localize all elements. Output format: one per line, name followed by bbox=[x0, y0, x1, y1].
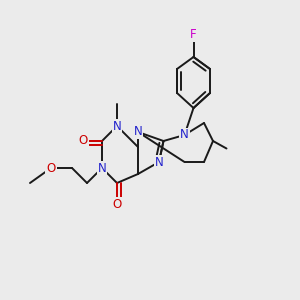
Text: N: N bbox=[112, 119, 122, 133]
Text: N: N bbox=[154, 155, 164, 169]
Text: F: F bbox=[190, 28, 197, 41]
Text: O: O bbox=[112, 198, 122, 211]
Text: N: N bbox=[134, 125, 142, 139]
Text: O: O bbox=[79, 134, 88, 148]
Text: O: O bbox=[46, 161, 56, 175]
Text: N: N bbox=[180, 128, 189, 142]
Text: N: N bbox=[98, 161, 106, 175]
